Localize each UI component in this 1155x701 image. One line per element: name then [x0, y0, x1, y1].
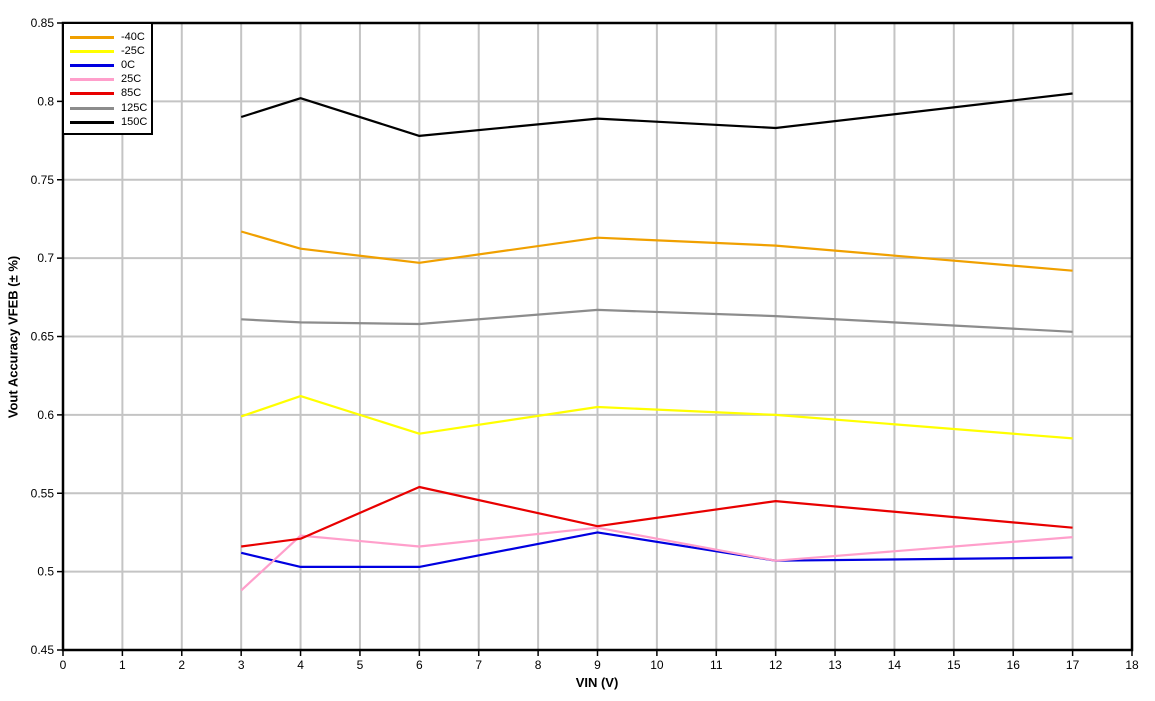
- x-tick-label: 0: [60, 658, 67, 672]
- x-tick-label: 9: [594, 658, 601, 672]
- y-tick-label: 0.7: [37, 251, 54, 265]
- legend-swatch--25c: [70, 49, 114, 53]
- x-tick-label: 7: [475, 658, 482, 672]
- x-tick-label: 13: [828, 658, 842, 672]
- legend-item--25c: -25C: [64, 44, 151, 58]
- legend-item-125c: 125C: [64, 101, 151, 115]
- legend-label: 25C: [121, 73, 142, 86]
- x-tick-label: 14: [888, 658, 902, 672]
- x-tick-label: 5: [357, 658, 364, 672]
- series-line-150c: [240, 92, 1073, 137]
- legend-item-0c: 0C: [64, 58, 151, 72]
- y-tick-label: 0.45: [31, 643, 55, 657]
- series-line-125c: [241, 308, 1073, 333]
- series-line--40c: [240, 230, 1073, 272]
- y-tick-label: 0.65: [31, 330, 55, 344]
- x-axis-title: VIN (V): [575, 675, 619, 690]
- legend-label: -25C: [121, 44, 145, 57]
- legend-swatch-0c: [70, 63, 114, 67]
- legend-label: 125C: [121, 101, 148, 114]
- x-tick-label: 2: [178, 658, 185, 672]
- series-line-85c: [241, 485, 1073, 548]
- legend-item-25c: 25C: [64, 73, 151, 87]
- y-tick-label: 0.8: [37, 94, 54, 108]
- legend-swatch-85c: [70, 92, 114, 96]
- x-tick-label: 12: [769, 658, 783, 672]
- x-tick-label: 4: [297, 658, 304, 672]
- x-tick-label: 15: [947, 658, 961, 672]
- series-line--25c: [240, 395, 1073, 440]
- y-tick-label: 0.5: [37, 565, 54, 579]
- legend-label: 0C: [121, 58, 136, 71]
- plot-border: [61, 21, 1134, 652]
- x-tick-label: 1: [119, 658, 126, 672]
- legend: -40C -25C 0C 25C 85C 125C 150C: [62, 22, 153, 135]
- legend-item-85c: 85C: [64, 87, 151, 101]
- x-tick-label: 16: [1007, 658, 1021, 672]
- series-line-25c: [240, 526, 1073, 592]
- y-tick-label: 0.75: [31, 173, 55, 187]
- x-tick-label: 10: [650, 658, 664, 672]
- legend-item-150c: 150C: [64, 115, 151, 129]
- x-tick-label: 3: [238, 658, 245, 672]
- x-tick-label: 18: [1125, 658, 1139, 672]
- legend-swatch-125c: [70, 106, 114, 110]
- legend-swatch--40c: [70, 35, 114, 39]
- x-tick-label: 6: [416, 658, 423, 672]
- y-tick-label: 0.85: [31, 16, 55, 30]
- y-tick-label: 0.6: [37, 408, 54, 422]
- x-tick-label: 11: [710, 658, 723, 672]
- legend-item--40c: -40C: [64, 30, 151, 44]
- legend-label: 150C: [121, 115, 148, 128]
- series-line-0c: [240, 531, 1073, 569]
- legend-swatch-25c: [70, 78, 114, 82]
- x-tick-label: 8: [535, 658, 542, 672]
- y-tick-label: 0.55: [31, 486, 55, 500]
- legend-swatch-150c: [70, 120, 114, 124]
- x-tick-label: 17: [1066, 658, 1080, 672]
- y-axis-title: Vout Accuracy VFEB (± %): [5, 255, 21, 419]
- legend-label: -40C: [121, 30, 145, 43]
- legend-label: 85C: [121, 87, 142, 100]
